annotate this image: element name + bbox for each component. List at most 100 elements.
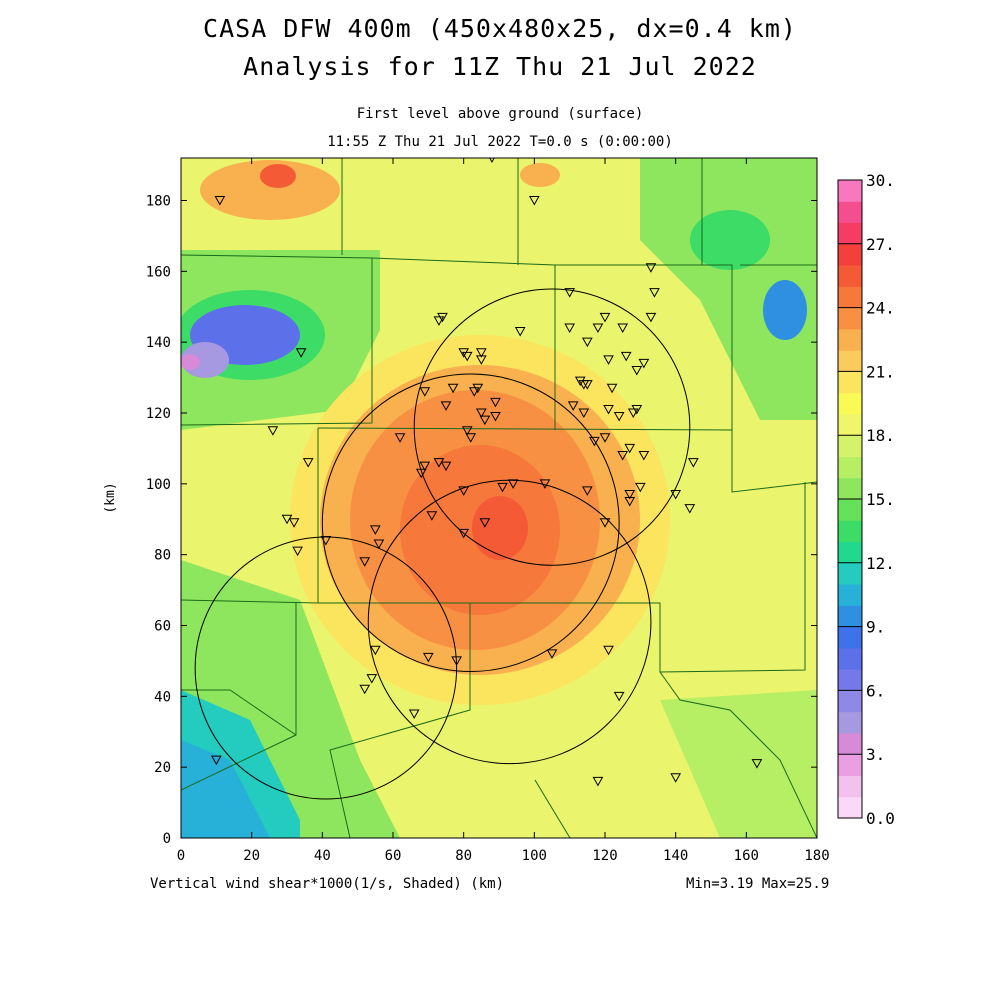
station-marker — [394, 433, 406, 443]
station-marker — [645, 312, 657, 323]
station-marker — [475, 348, 487, 358]
station-marker — [267, 426, 279, 436]
county-line — [659, 671, 817, 838]
y-tick-label: 40 — [154, 689, 171, 705]
station-marker — [564, 323, 576, 334]
colorbar-swatch — [838, 201, 862, 224]
field-ne-green-patch — [690, 210, 770, 270]
station-marker — [528, 196, 540, 206]
station-marker — [634, 482, 646, 493]
colorbar-swatch — [838, 413, 862, 436]
colorbar-swatch — [838, 307, 862, 330]
field-west-pink — [181, 354, 200, 370]
colorbar-swatch — [838, 711, 862, 734]
station-marker — [210, 755, 222, 766]
station-marker — [440, 461, 452, 472]
station-marker — [567, 401, 579, 411]
colorbar-swatch — [838, 222, 862, 245]
county-line — [534, 779, 571, 838]
plot-frame — [180, 157, 818, 839]
colorbar-swatch — [838, 562, 862, 585]
station-marker — [603, 355, 614, 365]
station-marker — [419, 461, 431, 472]
station-marker — [458, 486, 470, 496]
colorbar-swatch — [838, 626, 862, 649]
y-tick-label: 80 — [154, 548, 171, 564]
colorbar-tick-label: 12. — [866, 554, 895, 573]
station-marker — [631, 404, 643, 415]
field-n-orange — [520, 163, 560, 187]
station-marker — [302, 458, 314, 468]
station-marker — [638, 451, 650, 461]
field-ne-blue — [763, 280, 807, 340]
colorbar-swatch — [838, 605, 862, 628]
station-marker — [751, 759, 763, 769]
y-tick-label: 160 — [146, 264, 171, 280]
radar-ring — [321, 373, 620, 673]
colorbar-swatch — [838, 754, 862, 776]
colorbar-swatch — [838, 286, 862, 309]
y-tick-label: 120 — [146, 406, 171, 422]
station-marker — [613, 691, 625, 702]
colorbar-tick-label: 30. — [866, 171, 895, 190]
colorbar-swatch — [838, 775, 862, 798]
station-marker — [603, 645, 614, 656]
colorbar-swatch — [838, 669, 862, 691]
colorbar-tick-label: 21. — [866, 362, 895, 381]
station-marker — [670, 489, 682, 500]
station-marker — [592, 776, 604, 787]
field-nw-orange — [200, 160, 340, 220]
colorbar-swatch — [838, 796, 862, 819]
station-marker — [468, 387, 480, 397]
station-marker — [461, 351, 473, 362]
colorbar-swatch — [838, 456, 862, 479]
station-marker — [281, 514, 293, 525]
station-marker — [461, 426, 473, 436]
colorbar-swatch — [838, 328, 862, 351]
station-marker — [369, 525, 381, 535]
station-marker — [419, 387, 431, 397]
colorbar-swatch — [838, 392, 862, 415]
station-marker — [613, 412, 625, 422]
colorbar-tick-label: 6. — [866, 681, 885, 700]
station-marker — [627, 408, 639, 419]
station-marker — [514, 327, 526, 337]
colorbar-swatch — [838, 541, 862, 564]
colorbar-swatch — [838, 520, 862, 543]
colorbar-swatch — [838, 647, 862, 670]
station-marker — [638, 358, 650, 369]
station-marker — [479, 518, 491, 528]
x-tick-label: 140 — [663, 848, 688, 864]
station-marker — [507, 479, 519, 489]
chart-title-analysis: Analysis for 11Z Thu 21 Jul 2022 — [243, 52, 757, 81]
y-tick-label: 140 — [146, 335, 171, 351]
station-marker — [606, 383, 618, 394]
radar-ring — [413, 288, 691, 566]
field-sw-blue — [181, 740, 270, 838]
axes: 0 20 40 60 80 100 120 140 160 180 0 20 40 60 80 100 120 1… — [146, 158, 830, 864]
x-tick-label: 20 — [243, 848, 260, 864]
station-marker — [359, 684, 371, 695]
y-tick-label: 60 — [154, 619, 171, 635]
field-max-core — [472, 496, 528, 560]
min-max-label: Min=3.19 Max=25.9 — [686, 876, 830, 892]
station-marker — [581, 380, 593, 390]
field-region-se-green — [660, 690, 817, 838]
station-marker — [624, 443, 636, 454]
station-marker — [440, 401, 452, 411]
colorbar-swatch — [838, 243, 862, 266]
station-marker — [649, 288, 660, 298]
chart-title: CASA DFW 400m (450x480x25, dx=0.4 km) — [203, 14, 797, 43]
station-marker — [415, 468, 427, 479]
station-marker — [617, 323, 629, 334]
county-line — [555, 264, 733, 430]
colorbar-tick-label: 15. — [866, 490, 895, 509]
station-marker — [687, 458, 699, 468]
colorbar: 0.0 3. 6. 9. 12. 15. 18. 21. 24. 27. 30. — [837, 171, 895, 828]
station-marker — [490, 397, 501, 408]
colorbar-swatch — [838, 371, 862, 394]
colorbar-tick-label: 24. — [866, 299, 895, 318]
station-marker — [581, 337, 593, 348]
station-marker — [589, 436, 600, 447]
